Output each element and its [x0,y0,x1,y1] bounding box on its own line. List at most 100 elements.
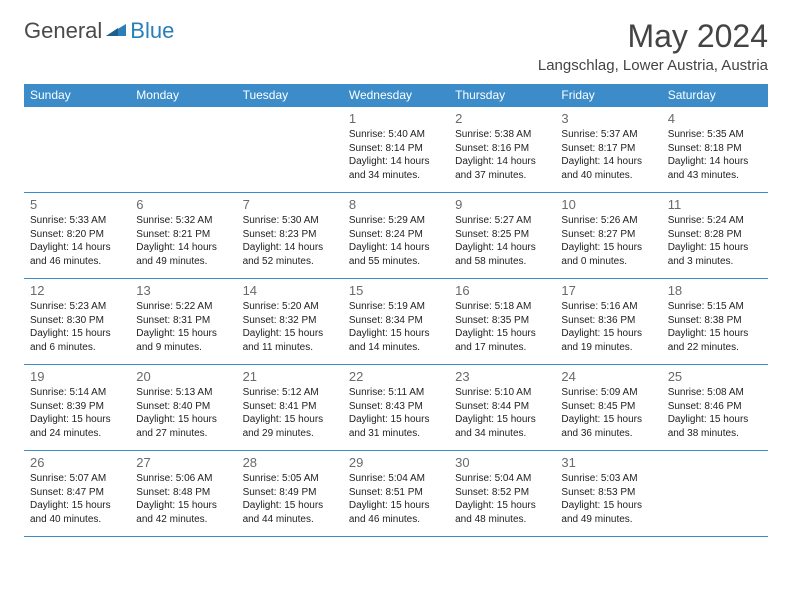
day-info: Sunrise: 5:30 AMSunset: 8:23 PMDaylight:… [243,214,337,268]
day-cell: 7 Sunrise: 5:30 AMSunset: 8:23 PMDaylight… [237,193,343,279]
day-cell: 5Sunrise: 5:33 AMSunset: 8:20 PMDaylight… [24,193,130,279]
day-number: 25 [668,369,762,384]
day-cell: 24Sunrise: 5:09 AMSunset: 8:45 PMDayligh… [555,365,661,451]
day-header: Friday [555,84,661,107]
day-info: Sunrise: 5:05 AMSunset: 8:49 PMDaylight:… [243,472,337,526]
empty-cell [24,107,130,193]
day-cell: 8 Sunrise: 5:29 AMSunset: 8:24 PMDaylight… [343,193,449,279]
day-number: 13 [136,283,230,298]
day-info: Sunrise: 5:06 AMSunset: 8:48 PMDaylight:… [136,472,230,526]
day-info: Sunrise: 5:29 AMSunset: 8:24 PMDaylight:… [349,214,443,268]
day-header-row: SundayMondayTuesdayWednesdayThursdayFrid… [24,84,768,107]
day-info: Sunrise: 5:08 AMSunset: 8:46 PMDaylight:… [668,386,762,440]
day-cell: 16 Sunrise: 5:18 AMSunset: 8:35 PMDayligh… [449,279,555,365]
day-info: Sunrise: 5:22 AMSunset: 8:31 PMDaylight:… [136,300,230,354]
day-info: Sunrise: 5:24 AMSunset: 8:28 PMDaylight:… [668,214,762,268]
day-cell: 20 Sunrise: 5:13 AMSunset: 8:40 PMDayligh… [130,365,236,451]
logo-word1: General [24,18,102,44]
day-number: 1 [349,111,443,126]
empty-cell [237,107,343,193]
day-number: 2 [455,111,549,126]
day-info: Sunrise: 5:13 AMSunset: 8:40 PMDaylight:… [136,386,230,440]
day-info: Sunrise: 5:15 AMSunset: 8:38 PMDaylight:… [668,300,762,354]
day-cell: 21Sunrise: 5:12 AMSunset: 8:41 PMDayligh… [237,365,343,451]
day-header: Sunday [24,84,130,107]
day-number: 8 [349,197,443,212]
calendar-row: 19Sunrise: 5:14 AMSunset: 8:39 PMDayligh… [24,365,768,451]
day-header: Thursday [449,84,555,107]
calendar-row: 1 Sunrise: 5:40 AMSunset: 8:14 PMDaylight… [24,107,768,193]
day-info: Sunrise: 5:20 AMSunset: 8:32 PMDaylight:… [243,300,337,354]
day-number: 7 [243,197,337,212]
day-number: 28 [243,455,337,470]
day-header: Wednesday [343,84,449,107]
day-cell: 10 Sunrise: 5:26 AMSunset: 8:27 PMDayligh… [555,193,661,279]
day-cell: 12Sunrise: 5:23 AMSunset: 8:30 PMDayligh… [24,279,130,365]
day-cell: 2 Sunrise: 5:38 AMSunset: 8:16 PMDaylight… [449,107,555,193]
day-info: Sunrise: 5:23 AMSunset: 8:30 PMDaylight:… [30,300,124,354]
day-number: 9 [455,197,549,212]
day-number: 26 [30,455,124,470]
day-cell: 11 Sunrise: 5:24 AMSunset: 8:28 PMDayligh… [662,193,768,279]
day-info: Sunrise: 5:12 AMSunset: 8:41 PMDaylight:… [243,386,337,440]
day-number: 18 [668,283,762,298]
day-number: 20 [136,369,230,384]
empty-cell [662,451,768,537]
day-number: 3 [561,111,655,126]
day-cell: 30Sunrise: 5:04 AMSunset: 8:52 PMDayligh… [449,451,555,537]
day-cell: 14Sunrise: 5:20 AMSunset: 8:32 PMDayligh… [237,279,343,365]
day-cell: 19Sunrise: 5:14 AMSunset: 8:39 PMDayligh… [24,365,130,451]
day-cell: 17Sunrise: 5:16 AMSunset: 8:36 PMDayligh… [555,279,661,365]
day-number: 11 [668,197,762,212]
day-info: Sunrise: 5:19 AMSunset: 8:34 PMDaylight:… [349,300,443,354]
day-cell: 15Sunrise: 5:19 AMSunset: 8:34 PMDayligh… [343,279,449,365]
day-number: 29 [349,455,443,470]
day-cell: 6 Sunrise: 5:32 AMSunset: 8:21 PMDaylight… [130,193,236,279]
title-block: May 2024 Langschlag, Lower Austria, Aust… [538,18,768,80]
day-info: Sunrise: 5:04 AMSunset: 8:51 PMDaylight:… [349,472,443,526]
day-info: Sunrise: 5:11 AMSunset: 8:43 PMDaylight:… [349,386,443,440]
day-cell: 26 Sunrise: 5:07 AMSunset: 8:47 PMDayligh… [24,451,130,537]
day-info: Sunrise: 5:38 AMSunset: 8:16 PMDaylight:… [455,128,549,182]
day-cell: 18 Sunrise: 5:15 AMSunset: 8:38 PMDayligh… [662,279,768,365]
calendar-table: SundayMondayTuesdayWednesdayThursdayFrid… [24,84,768,537]
day-number: 19 [30,369,124,384]
day-cell: 13 Sunrise: 5:22 AMSunset: 8:31 PMDayligh… [130,279,236,365]
day-number: 31 [561,455,655,470]
day-info: Sunrise: 5:18 AMSunset: 8:35 PMDaylight:… [455,300,549,354]
day-info: Sunrise: 5:09 AMSunset: 8:45 PMDaylight:… [561,386,655,440]
day-number: 27 [136,455,230,470]
day-cell: 22Sunrise: 5:11 AMSunset: 8:43 PMDayligh… [343,365,449,451]
day-info: Sunrise: 5:03 AMSunset: 8:53 PMDaylight:… [561,472,655,526]
day-number: 17 [561,283,655,298]
day-cell: 9 Sunrise: 5:27 AMSunset: 8:25 PMDaylight… [449,193,555,279]
day-cell: 23 Sunrise: 5:10 AMSunset: 8:44 PMDayligh… [449,365,555,451]
day-cell: 25 Sunrise: 5:08 AMSunset: 8:46 PMDayligh… [662,365,768,451]
month-title: May 2024 [538,18,768,55]
day-number: 10 [561,197,655,212]
day-info: Sunrise: 5:04 AMSunset: 8:52 PMDaylight:… [455,472,549,526]
header: General Blue May 2024 Langschlag, Lower … [24,18,768,80]
day-cell: 31 Sunrise: 5:03 AMSunset: 8:53 PMDayligh… [555,451,661,537]
day-cell: 27 Sunrise: 5:06 AMSunset: 8:48 PMDayligh… [130,451,236,537]
day-info: Sunrise: 5:40 AMSunset: 8:14 PMDaylight:… [349,128,443,182]
day-info: Sunrise: 5:37 AMSunset: 8:17 PMDaylight:… [561,128,655,182]
day-info: Sunrise: 5:27 AMSunset: 8:25 PMDaylight:… [455,214,549,268]
day-number: 5 [30,197,124,212]
day-cell: 3 Sunrise: 5:37 AMSunset: 8:17 PMDaylight… [555,107,661,193]
day-cell: 29 Sunrise: 5:04 AMSunset: 8:51 PMDayligh… [343,451,449,537]
day-info: Sunrise: 5:10 AMSunset: 8:44 PMDaylight:… [455,386,549,440]
day-info: Sunrise: 5:32 AMSunset: 8:21 PMDaylight:… [136,214,230,268]
day-info: Sunrise: 5:26 AMSunset: 8:27 PMDaylight:… [561,214,655,268]
day-header: Tuesday [237,84,343,107]
location-text: Langschlag, Lower Austria, Austria [538,57,768,74]
day-cell: 28 Sunrise: 5:05 AMSunset: 8:49 PMDayligh… [237,451,343,537]
day-number: 23 [455,369,549,384]
logo-triangle-icon [106,18,126,44]
day-number: 4 [668,111,762,126]
empty-cell [130,107,236,193]
day-info: Sunrise: 5:07 AMSunset: 8:47 PMDaylight:… [30,472,124,526]
day-number: 6 [136,197,230,212]
logo: General Blue [24,18,174,44]
day-number: 16 [455,283,549,298]
